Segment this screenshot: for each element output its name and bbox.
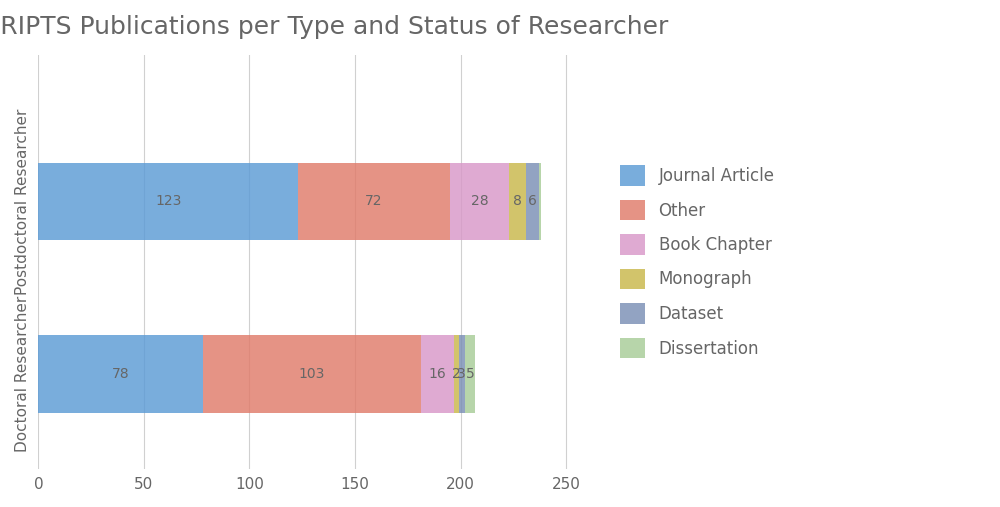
Text: 16: 16 bbox=[429, 367, 446, 381]
Text: 123: 123 bbox=[155, 194, 181, 208]
Legend: Journal Article, Other, Book Chapter, Monograph, Dataset, Dissertation: Journal Article, Other, Book Chapter, Mo… bbox=[612, 157, 783, 367]
Bar bbox=[454, 335, 459, 413]
Text: 78: 78 bbox=[112, 367, 129, 381]
Bar bbox=[539, 163, 541, 240]
Bar bbox=[38, 163, 298, 240]
Bar bbox=[38, 335, 203, 413]
Text: 103: 103 bbox=[299, 367, 325, 381]
Text: 72: 72 bbox=[365, 194, 383, 208]
Bar bbox=[526, 163, 539, 240]
Bar bbox=[450, 163, 509, 240]
Text: 6: 6 bbox=[528, 194, 537, 208]
Bar bbox=[509, 163, 526, 240]
Bar bbox=[203, 335, 421, 413]
Bar bbox=[459, 335, 465, 413]
Text: 8: 8 bbox=[513, 194, 522, 208]
Bar bbox=[465, 335, 475, 413]
Text: 2: 2 bbox=[452, 367, 461, 381]
Text: 28: 28 bbox=[471, 194, 488, 208]
Bar bbox=[298, 163, 450, 240]
Text: 3: 3 bbox=[457, 367, 466, 381]
Bar bbox=[421, 335, 454, 413]
Title: SCRIPTS Publications per Type and Status of Researcher: SCRIPTS Publications per Type and Status… bbox=[0, 15, 669, 39]
Text: 5: 5 bbox=[466, 367, 475, 381]
